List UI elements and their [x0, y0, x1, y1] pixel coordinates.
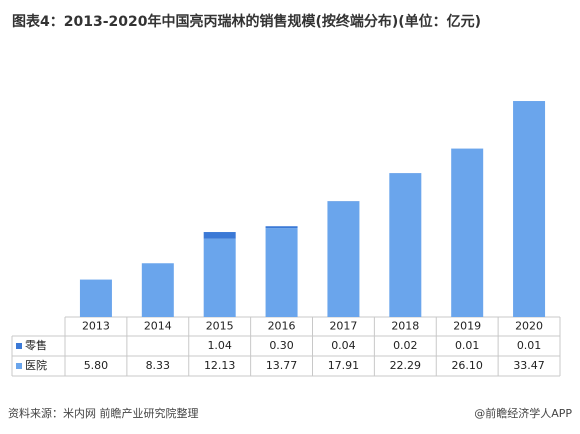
- x-tick-label: 2018: [391, 320, 419, 333]
- value-label: 1.04: [207, 339, 232, 352]
- value-label: 0.04: [331, 339, 356, 352]
- value-label: 5.80: [84, 359, 109, 372]
- source: 资料来源：米内网 前瞻产业研究院整理: [8, 406, 199, 420]
- value-label: 13.77: [266, 359, 298, 372]
- value-label: 22.29: [390, 359, 422, 372]
- value-label: 26.10: [451, 359, 483, 372]
- bar: [327, 201, 360, 317]
- bar: [451, 148, 484, 317]
- bar: [79, 279, 112, 317]
- bar: [389, 173, 422, 317]
- legend-swatch: [16, 343, 22, 349]
- bar: [265, 228, 298, 317]
- value-label: 33.47: [513, 359, 545, 372]
- bar: [141, 263, 174, 317]
- x-tick-label: 2020: [515, 320, 543, 333]
- x-tick-label: 2019: [453, 320, 481, 333]
- x-tick-label: 2013: [82, 320, 110, 333]
- legend-label: 医院: [25, 358, 47, 372]
- legend-swatch: [16, 363, 22, 369]
- bar: [203, 238, 236, 317]
- x-tick-label: 2017: [329, 320, 357, 333]
- value-label: 0.01: [455, 339, 480, 352]
- bar: [513, 101, 546, 317]
- value-label: 8.33: [146, 359, 171, 372]
- value-label: 0.30: [269, 339, 294, 352]
- legend-label: 零售: [25, 338, 47, 352]
- value-label: 17.91: [328, 359, 360, 372]
- value-label: 0.01: [517, 339, 542, 352]
- bar: [203, 232, 236, 239]
- x-tick-label: 2014: [144, 320, 172, 333]
- chart-title: 图表4：2013-2020年中国亮丙瑞林的销售规模(按终端分布)(单位：亿元): [12, 13, 481, 30]
- x-tick-label: 2016: [268, 320, 296, 333]
- value-label: 12.13: [204, 359, 236, 372]
- x-tick-label: 2015: [206, 320, 234, 333]
- bar: [265, 226, 298, 229]
- credit: @前瞻经济学人APP: [474, 406, 572, 420]
- value-label: 0.02: [393, 339, 418, 352]
